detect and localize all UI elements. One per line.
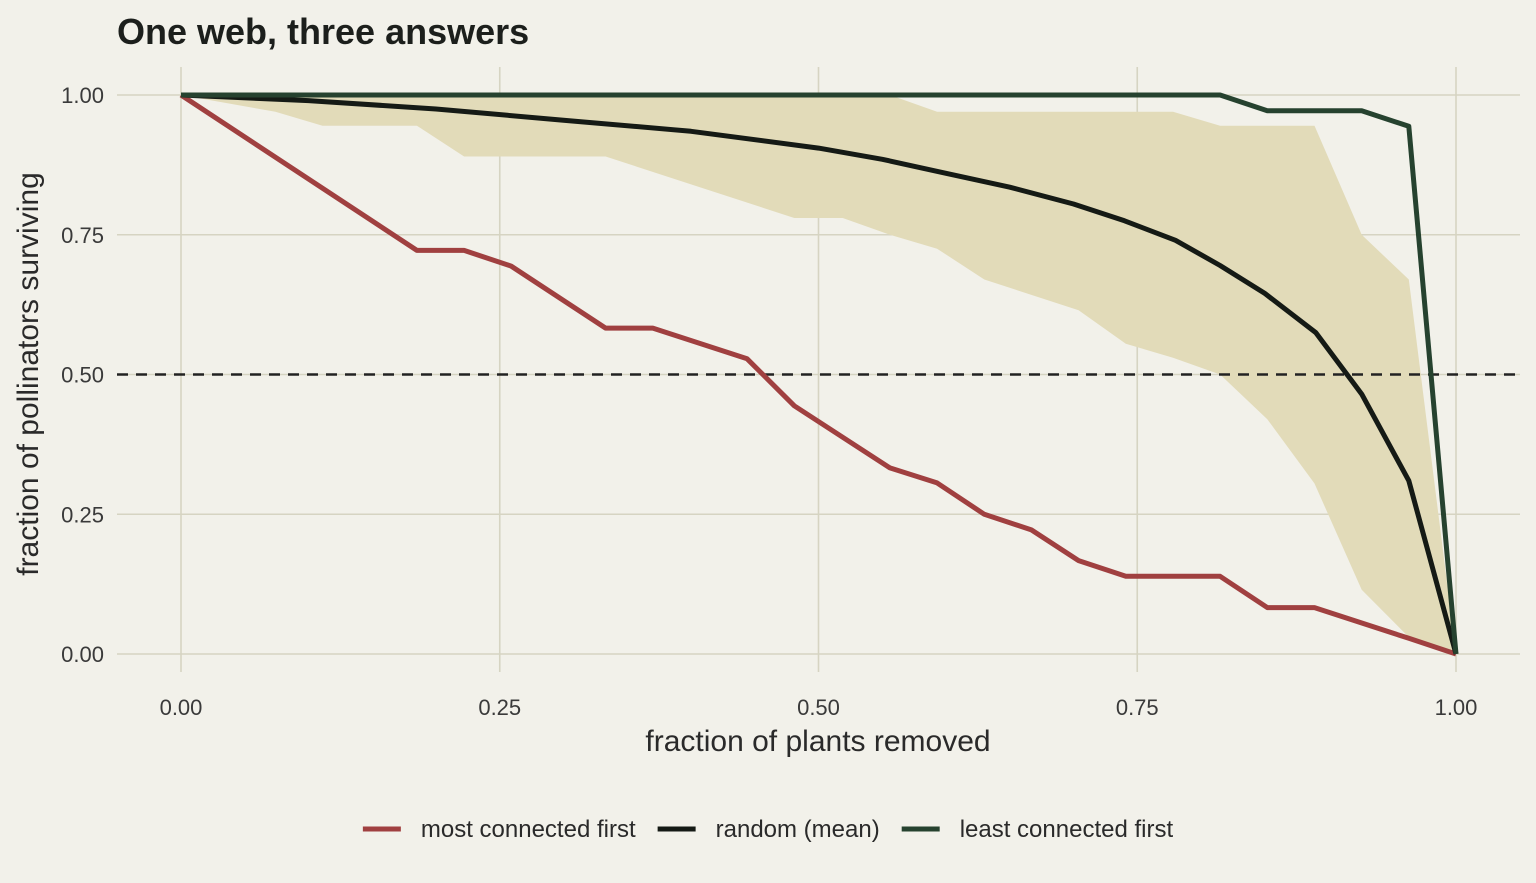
- y-tick-label: 0.50: [61, 363, 104, 388]
- series-line-random-mean: [180, 92, 1459, 655]
- y-tick-labels: 0.00 0.25 0.50 0.75 1.00: [61, 83, 104, 667]
- x-tick-label: 0.25: [478, 695, 521, 720]
- legend-label: least connected first: [960, 816, 1174, 843]
- legend-label: random (mean): [716, 816, 880, 843]
- legend: most connected first random (mean) least c…: [362, 816, 1174, 843]
- random-range-band: [181, 95, 1456, 654]
- legend-label: most connected first: [421, 816, 636, 843]
- y-tick-label: 0.25: [61, 502, 104, 527]
- x-tick-label: 1.00: [1435, 695, 1478, 720]
- y-axis-title: fraction of pollinators surviving: [12, 172, 45, 576]
- y-tick-label: 0.75: [61, 223, 104, 248]
- chart-title: One web, three answers: [117, 11, 529, 52]
- x-tick-label: 0.75: [1116, 695, 1159, 720]
- random-range-area: [181, 95, 1456, 654]
- series-line-least-connected-first: [181, 92, 1459, 655]
- series-line-most-connected-first: [179, 92, 1457, 657]
- series-lines: [179, 92, 1459, 657]
- x-axis-title: fraction of plants removed: [645, 725, 990, 758]
- x-tick-labels: 0.00 0.25 0.50 0.75 1.00: [160, 695, 1478, 720]
- y-tick-label: 1.00: [61, 83, 104, 108]
- x-tick-label: 0.50: [797, 695, 840, 720]
- y-tick-label: 0.00: [61, 642, 104, 667]
- x-tick-label: 0.00: [160, 695, 203, 720]
